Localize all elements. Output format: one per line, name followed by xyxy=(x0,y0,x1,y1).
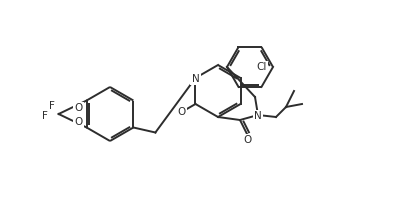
Text: N: N xyxy=(254,111,262,121)
Text: O: O xyxy=(244,135,252,145)
Text: N: N xyxy=(192,74,199,84)
Text: Cl: Cl xyxy=(257,62,267,72)
Text: F: F xyxy=(49,101,54,111)
Text: O: O xyxy=(74,117,82,127)
Text: O: O xyxy=(178,107,186,117)
Text: O: O xyxy=(74,103,82,113)
Text: F: F xyxy=(42,111,47,121)
